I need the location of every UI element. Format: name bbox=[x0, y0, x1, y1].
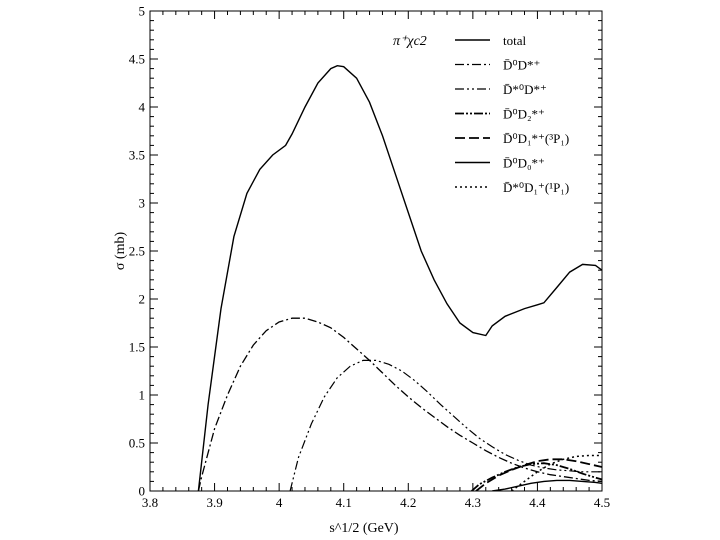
series-line-3 bbox=[471, 462, 602, 491]
x-axis-label: s^1/2 (GeV) bbox=[329, 521, 399, 536]
legend-label-6: D̄*⁰D₁⁺(¹P₁) bbox=[503, 180, 569, 195]
series-line-6 bbox=[511, 454, 602, 491]
x-tick-label: 4 bbox=[276, 495, 283, 510]
series-line-0 bbox=[197, 64, 602, 491]
series-line-4 bbox=[475, 458, 602, 491]
legend-label-0: total bbox=[503, 33, 526, 48]
x-tick-label: 4.4 bbox=[529, 495, 546, 510]
y-tick-label: 0 bbox=[139, 484, 146, 499]
legend-title: π⁺χc2 bbox=[393, 34, 427, 49]
legend: π⁺χc2 total D̄⁰D*⁺ D̄*⁰D*⁺ D̄⁰D₂*⁺ D̄⁰D₁*⁺(³… bbox=[393, 33, 569, 195]
y-tick-label: 5 bbox=[139, 4, 146, 19]
x-tick-label: 4.2 bbox=[400, 495, 416, 510]
x-tick-label: 3.9 bbox=[206, 495, 222, 510]
y-tick-label: 0.5 bbox=[129, 436, 145, 451]
x-tick-label: 4.1 bbox=[336, 495, 352, 510]
series-line-2 bbox=[289, 359, 602, 491]
x-tick-label: 4.5 bbox=[594, 495, 610, 510]
legend-label-3: D̄⁰D₂*⁺ bbox=[503, 107, 545, 122]
x-tick-label: 4.3 bbox=[465, 495, 481, 510]
y-tick-label: 1 bbox=[139, 388, 146, 403]
y-tick-label: 4 bbox=[139, 100, 146, 115]
legend-label-4: D̄⁰D₁*⁺(³P₁) bbox=[503, 131, 569, 146]
y-tick-label: 3 bbox=[139, 196, 146, 211]
legend-label-5: D̄⁰D₀*⁺ bbox=[503, 156, 545, 171]
series-line-1 bbox=[197, 317, 602, 491]
y-tick-label: 1.5 bbox=[129, 340, 145, 355]
y-tick-label: 2.5 bbox=[129, 244, 145, 259]
legend-label-2: D̄*⁰D*⁺ bbox=[503, 82, 547, 97]
y-tick-label: 4.5 bbox=[129, 52, 145, 67]
series-line-5 bbox=[492, 479, 602, 491]
axis-ticks: 3.8 3.9 4 4.1 4.2 4.3 4.4 4.5 0 0.5 1 1.5 2 2.5 3 3.5 4 4… bbox=[129, 4, 610, 511]
series-lines bbox=[197, 64, 602, 491]
x-tick-label: 3.8 bbox=[142, 495, 158, 510]
y-tick-label: 3.5 bbox=[129, 148, 145, 163]
y-axis-label: σ (mb) bbox=[113, 232, 128, 271]
y-tick-label: 2 bbox=[139, 292, 146, 307]
legend-label-1: D̄⁰D*⁺ bbox=[503, 58, 540, 73]
